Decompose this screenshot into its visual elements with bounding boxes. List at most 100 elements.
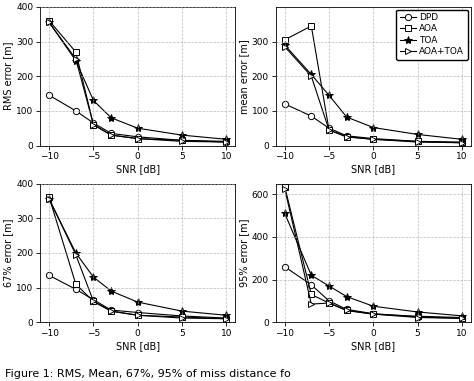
AOA+TOA [370,137,376,142]
TOA [326,93,332,98]
DPD [344,133,349,138]
AOA [282,184,288,189]
Y-axis label: RMS error [m]: RMS error [m] [3,42,13,110]
TOA [309,273,314,278]
Line: TOA: TOA [45,195,230,319]
TOA [91,98,96,103]
AOA [344,308,349,313]
TOA [370,125,376,130]
TOA [282,43,288,47]
AOA+TOA [326,301,332,305]
AOA+TOA [135,313,141,317]
AOA+TOA [415,140,420,144]
DPD [179,314,185,318]
AOA+TOA [73,252,79,257]
Line: AOA: AOA [46,194,229,322]
TOA [223,313,229,317]
Y-axis label: 67% error [m]: 67% error [m] [3,219,13,287]
TOA [46,20,52,25]
DPD [370,311,376,316]
AOA+TOA [344,308,349,313]
AOA [179,315,185,319]
AOA+TOA [309,74,314,78]
DPD [91,298,96,302]
Line: AOA: AOA [282,23,465,145]
DPD [179,138,185,142]
AOA+TOA [370,312,376,316]
AOA [73,282,79,287]
AOA+TOA [282,187,288,191]
AOA+TOA [135,136,141,141]
Line: AOA+TOA: AOA+TOA [282,44,465,146]
AOA [370,137,376,142]
Line: TOA: TOA [45,18,230,144]
AOA+TOA [326,128,332,132]
AOA [415,314,420,319]
DPD [415,139,420,144]
AOA+TOA [179,316,185,320]
AOA+TOA [91,299,96,304]
TOA [309,72,314,77]
DPD [73,109,79,113]
AOA+TOA [459,141,465,145]
Text: Figure 1: RMS, Mean, 67%, 95% of miss distance fo: Figure 1: RMS, Mean, 67%, 95% of miss di… [5,369,291,379]
TOA [91,275,96,279]
DPD [309,283,314,287]
TOA [109,289,114,293]
Line: AOA: AOA [46,18,229,144]
Y-axis label: mean error [m]: mean error [m] [239,39,249,114]
AOA [344,134,349,139]
TOA [73,58,79,63]
DPD [459,141,465,145]
DPD [309,114,314,118]
AOA+TOA [309,302,314,306]
AOA [309,292,314,297]
AOA+TOA [459,316,465,321]
TOA [179,309,185,314]
AOA [415,139,420,144]
TOA [46,197,52,202]
DPD [91,121,96,125]
Line: DPD: DPD [282,264,465,322]
Line: TOA: TOA [281,41,466,144]
AOA [46,195,52,200]
TOA [370,304,376,309]
DPD [415,315,420,319]
AOA+TOA [415,315,420,320]
TOA [109,115,114,120]
AOA [91,122,96,127]
Line: AOA+TOA: AOA+TOA [46,19,229,145]
DPD [109,308,114,312]
AOA [223,317,229,321]
X-axis label: SNR [dB]: SNR [dB] [351,341,395,351]
AOA+TOA [223,317,229,321]
AOA [73,50,79,54]
DPD [73,287,79,291]
DPD [326,126,332,130]
DPD [223,316,229,320]
DPD [109,131,114,136]
DPD [46,93,52,98]
TOA [73,251,79,255]
Line: DPD: DPD [46,272,229,321]
AOA+TOA [223,140,229,144]
AOA+TOA [46,20,52,25]
AOA [326,128,332,132]
TOA [344,115,349,119]
AOA [282,38,288,42]
AOA+TOA [91,122,96,127]
Legend: DPD, AOA, TOA, AOA+TOA: DPD, AOA, TOA, AOA+TOA [396,10,468,59]
TOA [415,310,420,314]
AOA+TOA [179,139,185,144]
DPD [135,310,141,315]
AOA [326,301,332,305]
Line: AOA+TOA: AOA+TOA [282,186,465,322]
X-axis label: SNR [dB]: SNR [dB] [116,341,160,351]
AOA [370,312,376,316]
AOA [135,136,141,141]
TOA [135,300,141,304]
TOA [282,211,288,216]
X-axis label: SNR [dB]: SNR [dB] [351,164,395,174]
Line: DPD: DPD [282,101,465,146]
Line: AOA+TOA: AOA+TOA [46,196,229,322]
